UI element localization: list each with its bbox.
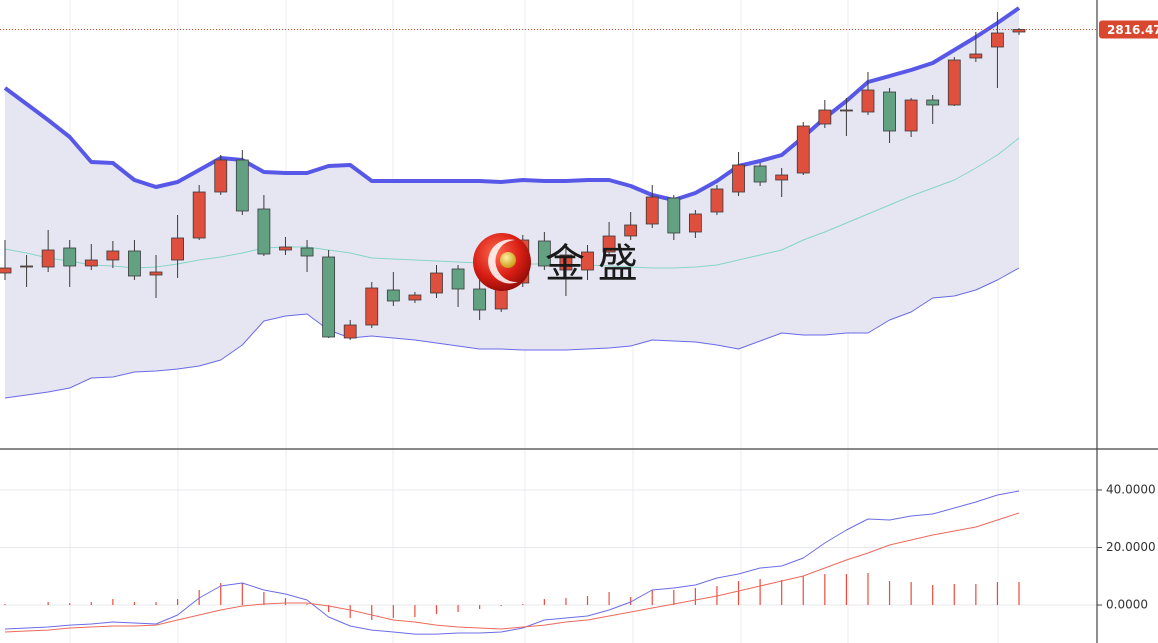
candle-body [710,188,724,213]
candle-body [559,254,573,271]
candle-body [796,125,810,174]
candle-body [451,268,465,290]
candle-body [602,235,616,253]
candle-body [667,197,681,234]
candle-body [84,259,98,267]
candle-body [365,287,379,326]
lower-band [4,267,1020,399]
candle-body [947,59,961,106]
candle-body [279,246,292,251]
candle-body [991,32,1004,48]
axis-layer: 2816.470 0.0000 20.0000 40.0000 [1097,20,1158,612]
candle-body [969,53,983,59]
logo: 金 盛 [473,233,638,291]
candle-body [861,89,875,113]
last-price-badge [1099,20,1158,39]
candle-body [235,159,249,212]
candle-body [645,196,659,225]
last-price-label: 2816.470 [1107,23,1158,37]
candle-body [149,271,163,276]
candle-body [688,213,702,233]
candle-body [343,324,357,339]
y-tick-label: 40.0000 [1106,482,1156,496]
candle-body [430,272,443,294]
candle-body [128,250,141,277]
upper-band [3,6,1021,202]
candle-body [63,247,77,267]
candle-body [818,109,832,125]
candle-body [904,99,918,132]
candle-body [581,251,594,271]
candle-body [257,208,271,255]
candle-body [322,256,336,338]
logo-ball [500,252,516,268]
candle-body [192,191,206,239]
candle-body [41,249,55,268]
candle-body [883,91,896,132]
candle-body [171,237,184,261]
candle-body [732,164,745,193]
candle-body [926,99,940,106]
candle-body [106,250,120,261]
candle-body [537,240,551,267]
candle-body [300,247,314,257]
candle-body [624,224,638,237]
candle-body [20,265,33,268]
watermark-text: 金 盛 [545,241,638,287]
dea-line [4,512,1020,633]
band-fill [5,8,1019,398]
candle-body [473,288,487,311]
candle-body [753,165,767,183]
dif-line [4,490,1020,635]
candle-body [775,174,789,181]
candle-body [386,289,400,302]
y-tick-label: 0.0000 [1106,598,1148,612]
candle-body [840,109,853,112]
plot-layer [0,6,1097,635]
candle-body [214,159,228,193]
candle-body [0,267,12,274]
candle-body [408,294,422,301]
y-tick-label: 20.0000 [1106,540,1156,554]
logo-swoosh [488,239,518,284]
candle-body [1012,29,1026,33]
